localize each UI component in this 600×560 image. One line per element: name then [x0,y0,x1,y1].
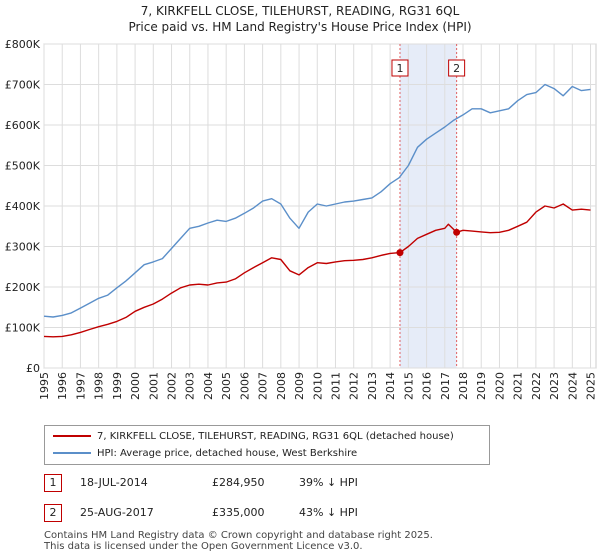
x-tick-label: 2023 [548,372,561,400]
legend-swatch-hpi [53,452,91,454]
x-tick-label: 2006 [238,372,251,400]
x-tick-label: 2007 [257,372,270,400]
sale-hpi-diff: 43% ↓ HPI [299,506,358,519]
x-tick-label: 2008 [275,372,288,400]
x-tick-label: 2000 [129,372,142,400]
y-tick-label: £300K [5,241,41,254]
x-tick-label: 2022 [530,372,543,400]
y-tick-label: £500K [5,160,41,173]
x-tick-label: 2012 [348,372,361,400]
x-tick-label: 2002 [166,372,179,400]
hpi-series-line [43,83,591,318]
y-tick-label: £200K [5,281,41,294]
price-chart: £0 £100K £200K £300K £400K £500K £600K £700K £80… [5,38,598,400]
x-tick-label: 2016 [421,372,434,400]
sale-hpi-diff: 39% ↓ HPI [299,476,358,489]
x-tick-label: 2013 [366,372,379,400]
sale-point [396,249,404,257]
legend-label-property: 7, KIRKFELL CLOSE, TILEHURST, READING, R… [97,431,454,442]
x-tick-label: 2004 [202,372,215,400]
x-tick-label: 2014 [384,372,397,400]
x-tick-label: 2011 [329,372,342,400]
x-tick-label: 2020 [493,372,506,400]
x-tick-label: 1997 [74,372,87,400]
x-tick-label: 2021 [512,372,525,400]
sale-label-box [448,59,466,77]
sale-date: 25-AUG-2017 [80,506,154,519]
property-series-line [43,203,591,338]
chart-title-line2: Price paid vs. HM Land Registry's House … [128,20,472,34]
sale-label-number: 2 [453,62,460,75]
y-tick-label: £400K [5,200,41,213]
legend-label-hpi: HPI: Average price, detached house, West… [97,448,358,459]
x-tick-label: 2018 [457,372,470,400]
legend: 7, KIRKFELL CLOSE, TILEHURST, READING, R… [44,425,490,465]
legend-swatch-property [53,435,91,437]
x-tick-label: 1995 [38,372,51,400]
footer-copyright: Contains HM Land Registry data © Crown c… [44,530,433,541]
sale-number-badge: 1 [44,474,62,492]
x-tick-label: 1996 [56,372,69,400]
y-tick-label: £0 [26,362,40,375]
x-tick-label: 1998 [93,372,106,400]
y-tick-label: £800K [5,38,41,51]
x-tick-label: 2005 [220,372,233,400]
sale-label-number: 1 [396,62,403,75]
sale-price: £335,000 [212,506,265,519]
sale-date: 18-JUL-2014 [80,476,148,489]
legend-item-property: 7, KIRKFELL CLOSE, TILEHURST, READING, R… [53,429,454,445]
x-tick-label: 2003 [184,372,197,400]
chart-title-line1: 7, KIRKFELL CLOSE, TILEHURST, READING, R… [140,4,460,18]
x-tick-label: 2019 [475,372,488,400]
x-tick-label: 2010 [311,372,324,400]
sale-number-badge: 2 [44,504,62,522]
x-tick-label: 2024 [566,372,579,400]
y-tick-label: £600K [5,119,41,132]
x-tick-label: 1999 [111,372,124,400]
x-tick-label: 2009 [293,372,306,400]
x-tick-label: 2015 [402,372,415,400]
sale-point [453,228,461,236]
x-tick-label: 2001 [147,372,160,400]
sale-price: £284,950 [212,476,265,489]
footer-licence: This data is licensed under the Open Gov… [44,541,363,552]
legend-item-hpi: HPI: Average price, detached house, West… [53,446,357,462]
y-tick-label: £700K [5,79,41,92]
y-tick-label: £100K [5,322,41,335]
sale-label-box [391,59,409,77]
x-tick-label: 2025 [585,372,598,400]
x-tick-label: 2017 [439,372,452,400]
